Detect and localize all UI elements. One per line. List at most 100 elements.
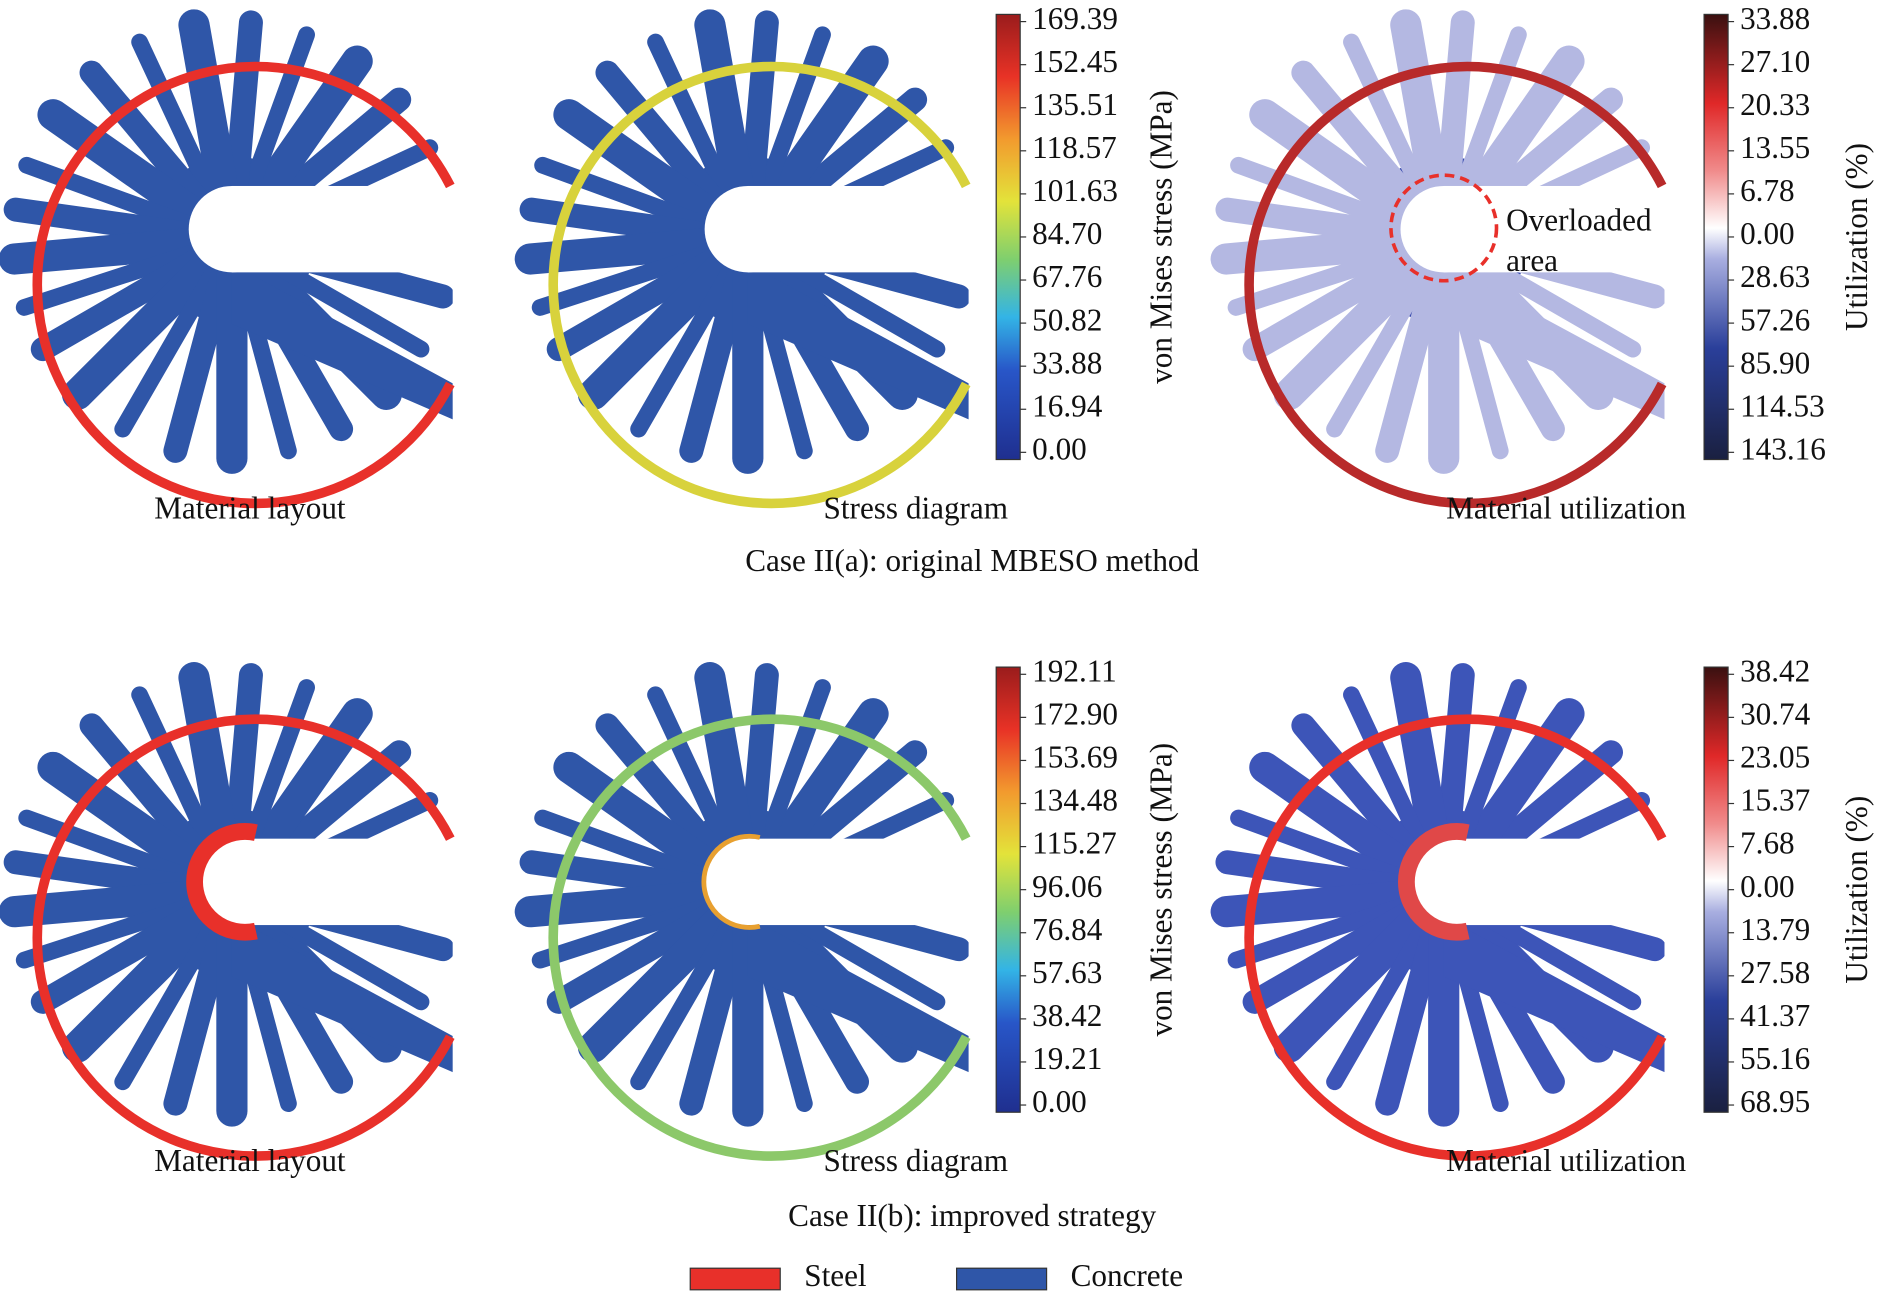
colorbar-tick-label: 27.58	[1740, 955, 1810, 990]
structure	[1210, 0, 1701, 509]
steel-liner	[1398, 823, 1470, 941]
colorbar-tick-label: 101.63	[1032, 173, 1118, 208]
branch	[1443, 916, 1666, 1073]
colorbar-tick-label: 19.21	[1032, 1041, 1102, 1076]
colorbar-tick-label: 28.63	[1740, 259, 1810, 294]
colorbar-tick-label: 33.88	[1740, 1, 1810, 36]
colorbar-tick-label: 0.00	[1032, 1084, 1087, 1119]
panel-caption: Material utilization	[1446, 490, 1686, 525]
panel-caption: Material layout	[154, 490, 346, 525]
colorbar-tick-label: 20.33	[1740, 87, 1810, 122]
slot	[188, 185, 276, 273]
structure	[0, 652, 489, 1161]
overload-marker	[1389, 173, 1499, 283]
branch	[747, 916, 970, 1073]
slot	[704, 838, 792, 926]
branch	[231, 263, 454, 420]
colorbar-tick-label: 50.82	[1032, 302, 1102, 337]
colorbar-tick-label: 135.51	[1032, 87, 1118, 122]
colorbar-tick-label: 153.69	[1032, 740, 1118, 775]
colorbar-tick-label: 114.53	[1740, 388, 1825, 423]
colorbar	[1703, 666, 1729, 1113]
structure	[514, 652, 1005, 1161]
branch	[231, 916, 454, 1073]
branch	[61, 224, 248, 410]
rim	[32, 714, 455, 1161]
slot	[1400, 185, 1487, 273]
steel-liner	[186, 823, 258, 941]
colorbar-tick-label: 76.84	[1032, 912, 1103, 947]
branch	[1273, 224, 1460, 410]
colorbar	[995, 13, 1021, 461]
colorbar-tick-label: 0.00	[1032, 431, 1087, 466]
colorbar-tick-label: 57.26	[1740, 302, 1810, 337]
branch	[1443, 263, 1666, 420]
colorbar-tick-label: 172.90	[1032, 697, 1118, 732]
liner-stress	[701, 833, 761, 930]
cut	[452, 652, 489, 1133]
panel-caption: Stress diagram	[824, 490, 1008, 525]
branch	[747, 263, 970, 420]
colorbar-tick-label: 6.78	[1740, 173, 1795, 208]
slot	[704, 185, 792, 273]
colorbar-tick-label: 143.16	[1740, 431, 1826, 466]
rim	[32, 61, 455, 509]
colorbar-tick-label: 68.95	[1740, 1084, 1810, 1119]
legend-label: Steel	[804, 1258, 867, 1293]
cut	[1664, 0, 1701, 480]
colorbar-label: von Mises stress (MPa)	[1143, 90, 1178, 384]
colorbar-tick-label: 0.00	[1740, 216, 1795, 251]
colorbar	[995, 666, 1021, 1113]
colorbar-tick-label: 192.11	[1032, 653, 1117, 688]
cut	[452, 0, 489, 480]
colorbar-tick-label: 57.63	[1032, 955, 1102, 990]
colorbar-label: Utilization (%)	[1839, 796, 1874, 984]
colorbar-tick-label: 134.48	[1032, 783, 1118, 818]
rim	[548, 714, 971, 1161]
colorbar-tick-label: 27.10	[1740, 44, 1810, 79]
panel-caption: Stress diagram	[824, 1143, 1008, 1178]
structure	[0, 0, 489, 509]
colorbar-tick-label: 0.00	[1740, 869, 1795, 904]
branch	[577, 224, 764, 410]
colorbar-tick-label: 55.16	[1740, 1041, 1810, 1076]
slot	[1400, 838, 1487, 926]
colorbar-tick-label: 41.37	[1740, 998, 1810, 1033]
panel-caption: Material layout	[154, 1143, 346, 1178]
row-title: Case II(a): original MBESO method	[745, 543, 1199, 578]
colorbar-tick-label: 38.42	[1032, 998, 1102, 1033]
slot	[188, 838, 276, 926]
colorbar-tick-label: 30.74	[1740, 697, 1811, 732]
colorbar-tick-label: 13.55	[1740, 130, 1810, 165]
colorbar-tick-label: 33.88	[1032, 345, 1102, 380]
legend-swatch	[955, 1267, 1048, 1291]
colorbar-tick-label: 15.37	[1740, 783, 1810, 818]
colorbar-tick-label: 16.94	[1032, 388, 1103, 423]
colorbar	[1703, 13, 1729, 461]
rim	[1244, 61, 1667, 509]
annotation: Overloaded	[1506, 202, 1652, 237]
rim	[1244, 714, 1667, 1161]
colorbar-tick-label: 118.57	[1032, 130, 1117, 165]
structure	[514, 0, 1005, 509]
rim	[548, 61, 971, 509]
colorbar-tick-label: 7.68	[1740, 826, 1795, 861]
panel-caption: Material utilization	[1446, 1143, 1686, 1178]
colorbar-tick-label: 169.39	[1032, 1, 1118, 36]
structure	[1210, 652, 1701, 1161]
colorbar-tick-label: 152.45	[1032, 44, 1118, 79]
legend-swatch	[689, 1267, 781, 1291]
colorbar-label: von Mises stress (MPa)	[1143, 743, 1178, 1037]
legend-label: Concrete	[1071, 1258, 1184, 1293]
colorbar-tick-label: 115.27	[1032, 826, 1117, 861]
colorbar-tick-label: 84.70	[1032, 216, 1102, 251]
colorbar-label: Utilization (%)	[1839, 143, 1874, 331]
colorbar-tick-label: 38.42	[1740, 653, 1810, 688]
colorbar-tick-label: 96.06	[1032, 869, 1102, 904]
row-title: Case II(b): improved strategy	[788, 1198, 1156, 1233]
cut	[1664, 652, 1701, 1133]
colorbar-tick-label: 13.79	[1740, 912, 1810, 947]
annotation: area	[1506, 243, 1558, 278]
